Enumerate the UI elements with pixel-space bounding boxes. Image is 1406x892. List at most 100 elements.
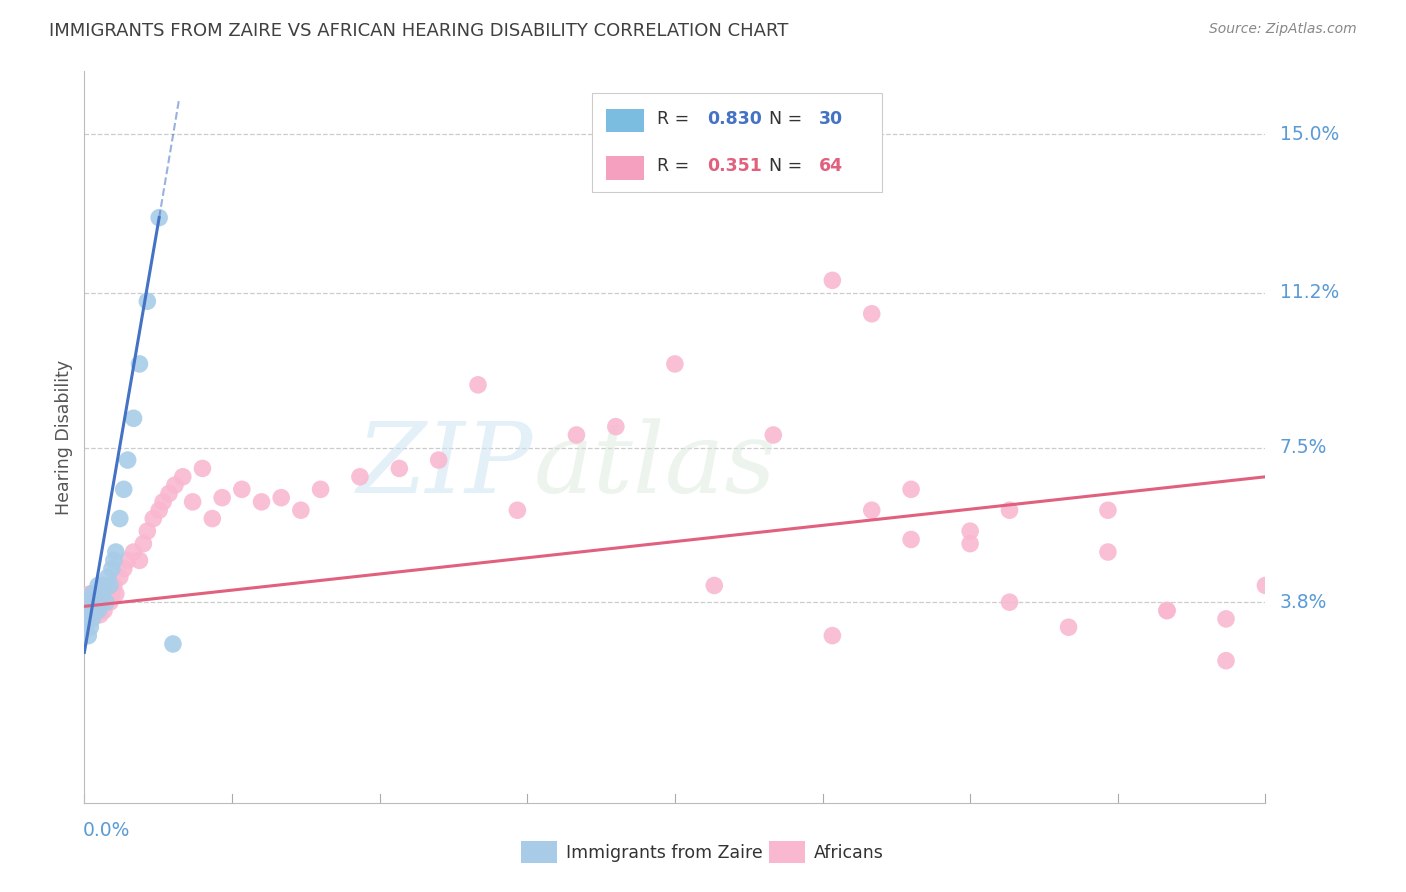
Point (148, 211, 170, 225)
Point (1097, 545, 1119, 559)
FancyBboxPatch shape (522, 841, 557, 863)
Point (79, 620, 101, 634)
Point (998, 503, 1021, 517)
Point (128, 357, 150, 371)
Point (1156, 603, 1178, 617)
Point (349, 470, 371, 484)
Text: Source: ZipAtlas.com: Source: ZipAtlas.com (1209, 22, 1357, 37)
Point (89, 607, 111, 622)
Point (231, 483, 253, 497)
Point (128, 553, 150, 567)
Point (87, 587, 110, 601)
Point (157, 486, 180, 500)
FancyBboxPatch shape (606, 109, 644, 132)
Point (84, 595, 107, 609)
Point (860, 307, 883, 321)
Point (101, 562, 124, 576)
Point (148, 503, 170, 517)
Point (152, 495, 174, 509)
Text: Immigrants from Zaire: Immigrants from Zaire (567, 844, 763, 862)
Point (1215, 612, 1237, 626)
Point (94, 595, 117, 609)
Point (821, 273, 844, 287)
Point (136, 294, 159, 309)
Point (82, 612, 104, 626)
Point (136, 524, 159, 538)
Point (309, 483, 332, 497)
Point (89, 595, 111, 609)
Text: 3.8%: 3.8% (1279, 592, 1327, 612)
Text: 0.351: 0.351 (707, 158, 762, 176)
Point (467, 377, 489, 392)
Point (79, 587, 101, 601)
Point (98, 595, 121, 609)
Point (1156, 603, 1178, 617)
Point (112, 562, 135, 576)
Point (117, 553, 139, 567)
Point (77, 603, 100, 617)
Point (84, 595, 107, 609)
Point (103, 553, 125, 567)
FancyBboxPatch shape (769, 841, 804, 863)
Point (959, 524, 981, 538)
Point (98, 578, 121, 592)
Point (91, 595, 114, 609)
Point (191, 461, 214, 475)
Point (250, 495, 273, 509)
Text: IMMIGRANTS FROM ZAIRE VS AFRICAN HEARING DISABILITY CORRELATION CHART: IMMIGRANTS FROM ZAIRE VS AFRICAN HEARING… (49, 22, 789, 40)
Point (82, 595, 104, 609)
Point (270, 491, 292, 505)
Point (290, 503, 312, 517)
Point (959, 536, 981, 550)
Point (1254, 578, 1277, 592)
Y-axis label: Hearing Disability: Hearing Disability (55, 359, 73, 515)
Text: R =: R = (657, 158, 695, 176)
Point (83, 603, 105, 617)
Point (181, 495, 204, 509)
Text: 11.2%: 11.2% (1279, 284, 1339, 302)
Text: 0.0%: 0.0% (83, 821, 129, 840)
Point (1057, 620, 1080, 634)
Point (91, 587, 114, 601)
Point (112, 483, 135, 497)
Point (75, 612, 97, 626)
Text: ZIP: ZIP (357, 418, 533, 514)
Point (101, 587, 124, 601)
FancyBboxPatch shape (606, 156, 644, 179)
Point (82, 587, 104, 601)
Text: 64: 64 (818, 158, 844, 176)
Point (211, 491, 233, 505)
Point (506, 503, 529, 517)
Point (97, 570, 120, 584)
Point (93, 578, 115, 592)
Point (900, 533, 922, 547)
Point (84, 587, 107, 601)
Point (703, 578, 725, 592)
Point (117, 453, 139, 467)
Point (998, 595, 1021, 609)
Point (103, 578, 125, 592)
Point (900, 483, 922, 497)
Point (108, 570, 131, 584)
Point (104, 587, 127, 601)
Point (172, 470, 194, 484)
Point (821, 629, 844, 643)
Point (77, 629, 100, 643)
Point (87, 603, 110, 617)
Point (762, 428, 785, 442)
Point (83, 603, 105, 617)
Text: 30: 30 (818, 110, 844, 128)
Text: atlas: atlas (533, 418, 776, 514)
Point (122, 545, 145, 559)
Text: N =: N = (769, 110, 808, 128)
Text: N =: N = (769, 158, 808, 176)
Point (201, 511, 224, 525)
Point (163, 478, 186, 492)
Point (93, 603, 115, 617)
Point (388, 461, 411, 475)
Point (162, 637, 184, 651)
Point (122, 411, 145, 425)
Point (83, 595, 105, 609)
Text: 0.830: 0.830 (707, 110, 762, 128)
Point (77, 595, 100, 609)
